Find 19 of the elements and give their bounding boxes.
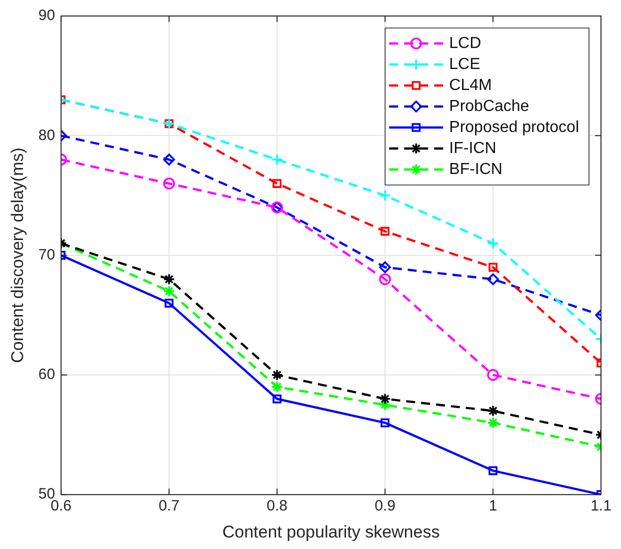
y-axis-title: Content discovery delay(ms)	[8, 148, 27, 364]
legend-label: LCD	[449, 34, 482, 52]
x-tick-label: 1	[488, 498, 498, 515]
x-axis-title: Content popularity skewness	[222, 522, 440, 542]
legend-label: ProbCache	[449, 98, 530, 115]
x-tick-label: 1.1	[590, 498, 612, 515]
y-tick-label: 90	[38, 7, 56, 24]
x-tick-label: 0.9	[374, 498, 396, 515]
y-tick-label: 80	[38, 126, 56, 144]
y-tick-label: 70	[38, 246, 56, 264]
legend-label: CL4M	[449, 76, 492, 94]
legend-label: Proposed protocol	[449, 118, 579, 136]
legend-label: IF-ICN	[449, 140, 496, 157]
legend-label: LCE	[449, 56, 480, 73]
x-tick-label: 0.8	[266, 498, 288, 515]
y-tick-label: 60	[38, 366, 56, 384]
x-tick-label: 0.6	[50, 498, 72, 515]
x-tick-label: 0.7	[158, 498, 180, 515]
legend-label: BF-ICN	[449, 160, 502, 178]
